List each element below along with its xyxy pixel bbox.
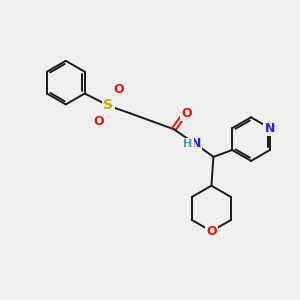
Text: S: S (103, 98, 113, 112)
Text: H: H (183, 139, 192, 149)
Text: O: O (93, 115, 104, 128)
Text: N: N (190, 136, 201, 150)
Text: N: N (265, 122, 275, 135)
Text: O: O (206, 225, 217, 238)
Text: O: O (113, 83, 124, 96)
Text: O: O (181, 107, 192, 120)
